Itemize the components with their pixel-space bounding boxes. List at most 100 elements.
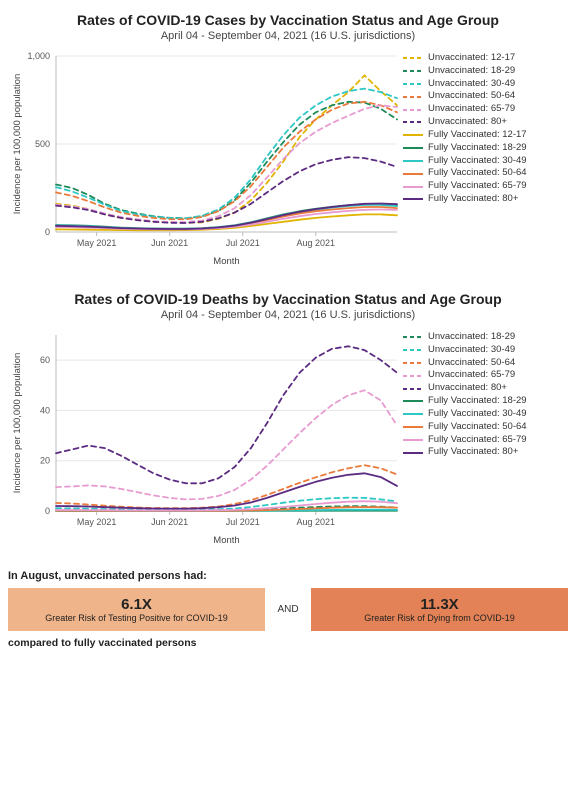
legend-item: Fully Vaccinated: 30-49 [403, 408, 568, 421]
legend-swatch [403, 448, 423, 458]
svg-text:Month: Month [213, 256, 239, 267]
legend-swatch [403, 130, 423, 140]
legend-swatch [403, 169, 423, 179]
page-root: Rates of COVID-19 Cases by Vaccination S… [0, 0, 576, 663]
legend-item: Fully Vaccinated: 65-79 [403, 180, 568, 193]
deaths-svg: 0204060May 2021Jun 2021Jul 2021Aug 2021M… [8, 327, 403, 547]
summary-box-deaths-value: 11.3X [317, 596, 562, 613]
legend-label: Unvaccinated: 18-29 [428, 65, 515, 78]
cases-chart-wrap: 0 500 1,000 May 2021 Jun 2021 Jul 2021 Aug 202… [8, 48, 568, 273]
summary-connector: AND [265, 588, 311, 631]
svg-text:0: 0 [45, 227, 50, 237]
svg-text:Incidence per 100,000 populati: Incidence per 100,000 population [12, 353, 23, 494]
deaths-plot-col: 0204060May 2021Jun 2021Jul 2021Aug 2021M… [8, 327, 397, 552]
legend-item: Unvaccinated: 65-79 [403, 369, 568, 382]
svg-text:May 2021: May 2021 [77, 517, 117, 527]
legend-label: Unvaccinated: 30-49 [428, 78, 515, 91]
legend-swatch [403, 53, 423, 63]
legend-swatch [403, 156, 423, 166]
legend-label: Unvaccinated: 18-29 [428, 331, 515, 344]
deaths-chart-block: Rates of COVID-19 Deaths by Vaccination … [8, 291, 568, 552]
legend-label: Fully Vaccinated: 12-17 [428, 129, 527, 142]
svg-text:60: 60 [40, 355, 50, 365]
legend-label: Unvaccinated: 65-79 [428, 369, 515, 382]
legend-label: Fully Vaccinated: 80+ [428, 193, 518, 206]
summary-footer: compared to fully vaccinated persons [8, 637, 568, 649]
summary-block: In August, unvaccinated persons had: 6.1… [8, 570, 568, 649]
svg-text:1,000: 1,000 [27, 51, 50, 61]
svg-text:Month: Month [213, 535, 239, 546]
svg-text:Jun 2021: Jun 2021 [151, 238, 188, 248]
legend-label: Fully Vaccinated: 18-29 [428, 395, 527, 408]
legend-item: Fully Vaccinated: 50-64 [403, 421, 568, 434]
legend-item: Unvaccinated: 18-29 [403, 331, 568, 344]
cases-chart-subtitle: April 04 - September 04, 2021 (16 U.S. j… [8, 30, 568, 42]
legend-item: Unvaccinated: 65-79 [403, 103, 568, 116]
legend-item: Fully Vaccinated: 18-29 [403, 142, 568, 155]
cases-legend: Unvaccinated: 12-17Unvaccinated: 18-29Un… [397, 48, 568, 273]
svg-text:500: 500 [35, 139, 50, 149]
legend-swatch [403, 435, 423, 445]
cases-svg: 0 500 1,000 May 2021 Jun 2021 Jul 2021 Aug 202… [8, 48, 403, 268]
legend-label: Fully Vaccinated: 65-79 [428, 434, 527, 447]
legend-swatch [403, 92, 423, 102]
legend-label: Fully Vaccinated: 18-29 [428, 142, 527, 155]
legend-label: Unvaccinated: 30-49 [428, 344, 515, 357]
legend-swatch [403, 66, 423, 76]
legend-label: Fully Vaccinated: 30-49 [428, 155, 527, 168]
summary-box-cases-value: 6.1X [14, 596, 259, 613]
legend-item: Fully Vaccinated: 12-17 [403, 129, 568, 142]
legend-item: Unvaccinated: 18-29 [403, 65, 568, 78]
legend-item: Fully Vaccinated: 80+ [403, 446, 568, 459]
legend-item: Fully Vaccinated: 30-49 [403, 155, 568, 168]
deaths-chart-subtitle: April 04 - September 04, 2021 (16 U.S. j… [8, 309, 568, 321]
legend-item: Unvaccinated: 50-64 [403, 357, 568, 370]
summary-heading: In August, unvaccinated persons had: [8, 570, 568, 582]
deaths-legend: Unvaccinated: 18-29Unvaccinated: 30-49Un… [397, 327, 568, 552]
legend-swatch [403, 396, 423, 406]
summary-box-cases: 6.1X Greater Risk of Testing Positive fo… [8, 588, 265, 631]
legend-item: Unvaccinated: 12-17 [403, 52, 568, 65]
legend-swatch [403, 79, 423, 89]
legend-swatch [403, 409, 423, 419]
legend-item: Unvaccinated: 30-49 [403, 78, 568, 91]
legend-label: Unvaccinated: 50-64 [428, 357, 515, 370]
summary-row: 6.1X Greater Risk of Testing Positive fo… [8, 588, 568, 631]
cases-plot-col: 0 500 1,000 May 2021 Jun 2021 Jul 2021 Aug 202… [8, 48, 397, 273]
legend-label: Fully Vaccinated: 30-49 [428, 408, 527, 421]
svg-text:Aug 2021: Aug 2021 [297, 517, 336, 527]
legend-label: Fully Vaccinated: 50-64 [428, 421, 527, 434]
svg-text:20: 20 [40, 456, 50, 466]
svg-text:40: 40 [40, 405, 50, 415]
summary-box-deaths: 11.3X Greater Risk of Dying from COVID-1… [311, 588, 568, 631]
legend-swatch [403, 182, 423, 192]
svg-text:May 2021: May 2021 [77, 238, 117, 248]
legend-label: Fully Vaccinated: 65-79 [428, 180, 527, 193]
legend-swatch [403, 194, 423, 204]
legend-label: Fully Vaccinated: 50-64 [428, 167, 527, 180]
cases-chart-block: Rates of COVID-19 Cases by Vaccination S… [8, 12, 568, 273]
cases-chart-title: Rates of COVID-19 Cases by Vaccination S… [8, 12, 568, 28]
legend-item: Unvaccinated: 50-64 [403, 90, 568, 103]
legend-swatch [403, 143, 423, 153]
legend-label: Unvaccinated: 50-64 [428, 90, 515, 103]
legend-swatch [403, 345, 423, 355]
legend-swatch [403, 358, 423, 368]
legend-item: Fully Vaccinated: 80+ [403, 193, 568, 206]
svg-text:Aug 2021: Aug 2021 [297, 238, 336, 248]
legend-label: Unvaccinated: 65-79 [428, 103, 515, 116]
svg-text:Jul 2021: Jul 2021 [226, 238, 260, 248]
legend-item: Unvaccinated: 80+ [403, 116, 568, 129]
legend-swatch [403, 422, 423, 432]
legend-item: Unvaccinated: 80+ [403, 382, 568, 395]
legend-label: Unvaccinated: 12-17 [428, 52, 515, 65]
legend-label: Unvaccinated: 80+ [428, 116, 507, 129]
svg-text:Jul 2021: Jul 2021 [226, 517, 260, 527]
svg-text:0: 0 [45, 506, 50, 516]
legend-swatch [403, 371, 423, 381]
legend-item: Unvaccinated: 30-49 [403, 344, 568, 357]
legend-swatch [403, 384, 423, 394]
legend-swatch [403, 117, 423, 127]
legend-label: Unvaccinated: 80+ [428, 382, 507, 395]
legend-item: Fully Vaccinated: 65-79 [403, 434, 568, 447]
